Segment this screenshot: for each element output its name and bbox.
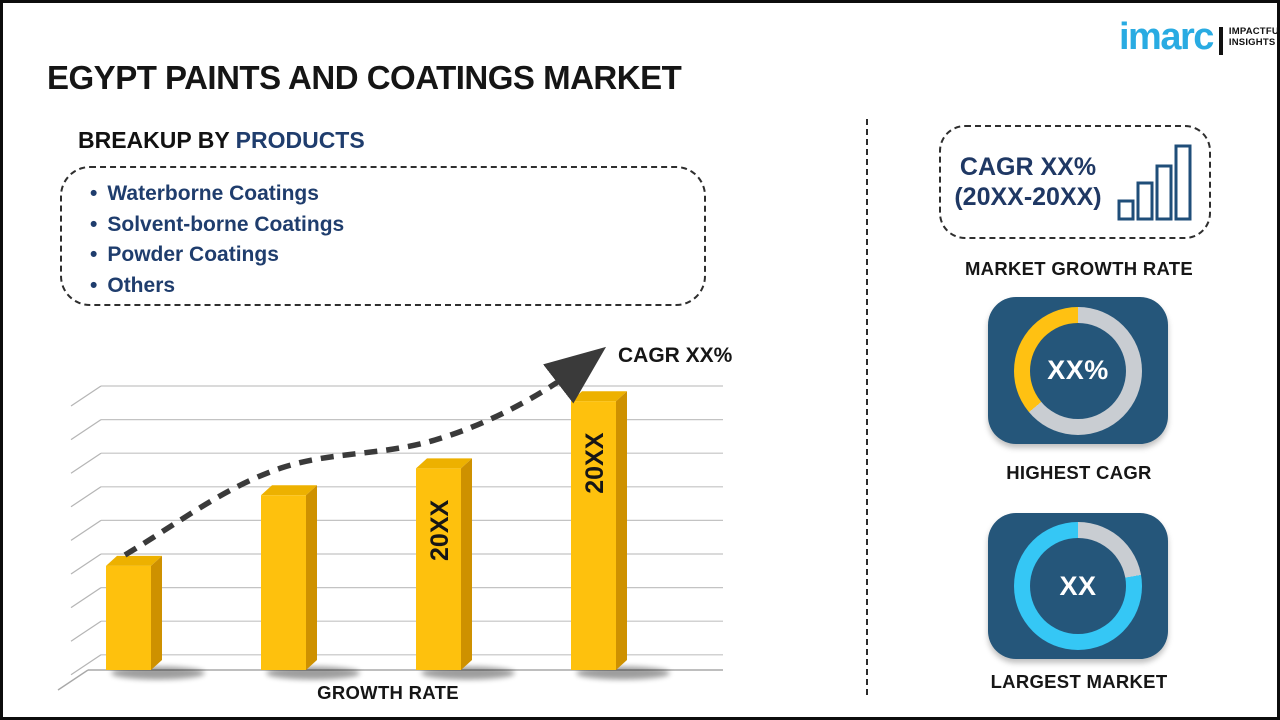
bullet-icon: •	[90, 273, 98, 297]
products-list-box: • Waterborne Coatings • Solvent-borne Coat…	[60, 166, 706, 306]
vertical-dashed-divider	[866, 119, 868, 695]
bullet-icon: •	[90, 182, 98, 205]
cagr-line2: (20XX-20XX)	[954, 183, 1102, 211]
trend-line-label: CAGR XX%	[618, 344, 733, 367]
donut-center: XX%	[1030, 322, 1126, 419]
product-label: Solvent-borne Coatings	[107, 212, 345, 236]
cagr-value-text: CAGR XX% (20XX-20XX)	[954, 152, 1101, 212]
list-item: • Waterborne Coatings	[90, 179, 704, 210]
imarc-logo-wordmark: imarc	[1119, 16, 1214, 58]
logo-tagline: IMPACTFUL INSIGHTS	[1229, 26, 1280, 48]
page-title: EGYPT PAINTS AND COATINGS MARKET	[47, 59, 682, 96]
largest-market-caption: LARGEST MARKET	[990, 671, 1168, 692]
highest-cagr-caption: HIGHEST CAGR	[1006, 462, 1152, 483]
breakup-heading-prefix: BREAKUP BY	[78, 127, 236, 153]
growth-rate-bar-chart: 20XX 20XX	[57, 346, 723, 691]
bar-chart-icon	[1117, 144, 1192, 221]
product-label: Powder Coatings	[107, 243, 279, 266]
bar-year-label: 20XX	[581, 432, 609, 493]
product-label: Others	[107, 273, 176, 297]
imarc-logo: imarc IMPACTFUL INSIGHTS	[1119, 17, 1280, 57]
trend-arrow-line	[123, 346, 607, 558]
market-growth-rate-caption: MARKET GROWTH RATE	[964, 258, 1194, 279]
list-item: • Solvent-borne Coatings	[90, 210, 704, 241]
market-growth-rate-box: CAGR XX% (20XX-20XX)	[939, 125, 1211, 239]
logo-tagline-line1: IMPACTFUL	[1228, 26, 1280, 37]
x-axis-label: GROWTH RATE	[317, 682, 459, 703]
bullet-icon: •	[90, 243, 98, 266]
highest-cagr-value: XX%	[1047, 355, 1109, 385]
bullet-icon: •	[90, 212, 98, 236]
largest-market-donut-chart: XX	[1014, 522, 1142, 650]
logo-tagline-line2: INSIGHTS	[1228, 37, 1276, 48]
breakup-heading: BREAKUP BY PRODUCTS	[78, 127, 365, 154]
logo-divider-bar	[1218, 27, 1223, 55]
cagr-line1: CAGR XX%	[959, 153, 1097, 181]
chart-bars: 20XX 20XX	[106, 391, 670, 680]
largest-market-card: XX	[988, 513, 1168, 659]
highest-cagr-donut-chart: XX%	[1014, 306, 1142, 435]
donut-center: XX	[1030, 538, 1126, 634]
product-label: Waterborne Coatings	[107, 182, 319, 205]
highest-cagr-card: XX%	[988, 297, 1168, 444]
largest-market-value: XX	[1059, 570, 1097, 601]
list-item: • Others	[90, 271, 704, 302]
breakup-heading-highlight: PRODUCTS	[235, 127, 365, 153]
bar-year-label: 20XX	[426, 500, 454, 561]
list-item: • Powder Coatings	[90, 240, 704, 271]
